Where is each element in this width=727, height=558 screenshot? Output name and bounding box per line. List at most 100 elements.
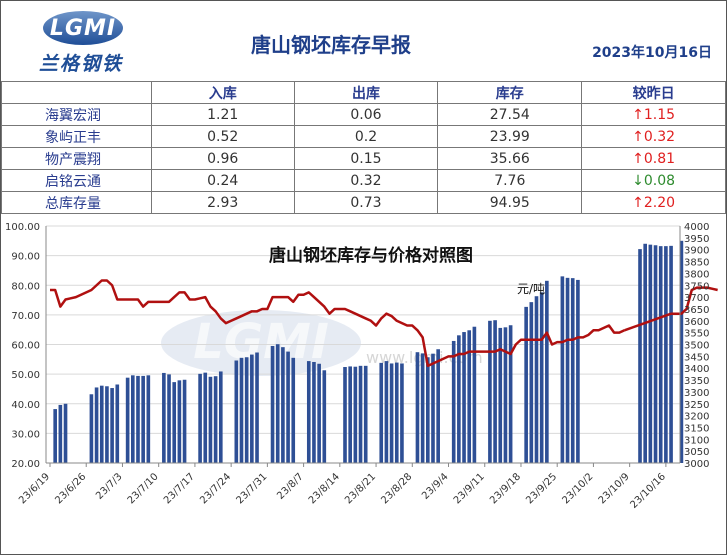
inventory-bar <box>203 372 208 463</box>
watermark-logo-text: LGMI <box>193 314 329 370</box>
x-tick-label: 23/8/7 <box>275 471 306 502</box>
y-right-tick-label: 3000 <box>684 459 709 470</box>
x-tick-label: 23/9/11 <box>452 471 487 506</box>
inventory-bar <box>105 386 109 463</box>
inventory-bar <box>565 277 570 463</box>
y-right-tick-label: 3150 <box>684 423 709 434</box>
inventory-bar <box>379 362 384 463</box>
inventory-bar <box>389 363 394 463</box>
stock-value: 23.99 <box>437 125 583 148</box>
inventory-bar <box>218 371 223 463</box>
inventory-bar <box>281 347 285 463</box>
stock-value: 7.76 <box>437 169 583 192</box>
warehouse-name: 海翼宏润 <box>1 103 152 126</box>
in-value: 0.96 <box>150 147 295 170</box>
header-cell-name <box>1 81 152 104</box>
inventory-bar <box>457 335 461 463</box>
arrow-up-icon: ↑ <box>632 128 644 145</box>
inventory-bar <box>570 278 575 463</box>
inventory-bar <box>384 361 389 463</box>
stock-value: 94.95 <box>437 191 583 214</box>
inventory-bar <box>125 377 130 463</box>
inventory-bar <box>89 394 94 463</box>
inventory-bar <box>172 382 177 463</box>
y-left-tick-label: 60.00 <box>11 341 40 352</box>
inventory-bar <box>162 372 166 463</box>
table-row: 象屿正丰 0.52 0.2 23.99 ↑0.32 <box>1 125 726 148</box>
inventory-bar <box>146 375 151 463</box>
in-value: 0.52 <box>150 125 295 148</box>
y-left-tick-label: 100.00 <box>5 222 40 233</box>
y-right-tick-label: 3700 <box>684 293 709 304</box>
inventory-bar <box>679 240 684 463</box>
table-header-row: 入库 出库 库存 较昨日 <box>1 81 726 104</box>
inventory-bar <box>545 280 549 463</box>
inventory-bar <box>643 243 647 463</box>
in-value: 0.24 <box>150 169 295 192</box>
inventory-bar <box>467 330 472 463</box>
x-tick-label: 23/7/10 <box>126 471 161 506</box>
x-tick-label: 23/6/19 <box>17 471 52 506</box>
out-value: 0.73 <box>293 191 439 214</box>
inventory-bar <box>560 276 565 463</box>
header-cell-stock: 库存 <box>437 81 583 104</box>
y-right-tick-label: 3800 <box>684 269 709 280</box>
x-tick-label: 23/9/4 <box>420 471 451 502</box>
inventory-bar <box>291 357 296 463</box>
inventory-bar <box>363 365 368 463</box>
inventory-bar <box>653 245 658 463</box>
inventory-bar <box>426 357 430 463</box>
inventory-bars <box>53 240 684 463</box>
inventory-bar <box>658 246 663 463</box>
y-left-tick-label: 30.00 <box>11 429 40 440</box>
inventory-price-chart: LGMI www.lgmi.com 20.0030.0040.0050.0060… <box>1 213 726 554</box>
price-line-gap <box>624 312 672 332</box>
y-right-tick-label: 3050 <box>684 447 709 458</box>
inventory-bar <box>431 353 435 463</box>
inventory-bar <box>353 366 358 463</box>
arrow-down-icon: ↓ <box>632 172 644 189</box>
y-right-tick-label: 3900 <box>684 246 709 257</box>
y-right-tick-label: 3600 <box>684 317 709 328</box>
logo-mark: LGMI <box>43 11 123 45</box>
in-value: 1.21 <box>150 103 295 126</box>
stock-value: 27.54 <box>437 103 583 126</box>
inventory-bar <box>94 387 99 463</box>
price-line-segment <box>50 279 626 368</box>
table-row: 总库存量 2.93 0.73 94.95 ↑2.20 <box>1 191 726 214</box>
inventory-bar <box>275 344 280 463</box>
inventory-bar <box>420 353 425 463</box>
y-right-tick-label: 3300 <box>684 388 709 399</box>
arrow-up-icon: ↑ <box>632 106 644 123</box>
table-row: 海翼宏润 1.21 0.06 27.54 ↑1.15 <box>1 103 726 126</box>
inventory-bar <box>63 403 68 463</box>
x-tick-label: 23/8/21 <box>343 471 378 506</box>
inventory-bar <box>472 326 477 463</box>
inventory-bar <box>503 327 508 463</box>
inventory-bar <box>400 363 404 463</box>
inventory-bar <box>529 302 534 463</box>
y-left-tick-label: 80.00 <box>11 281 40 292</box>
inventory-bar <box>648 244 653 463</box>
change-number: 2.20 <box>643 194 676 211</box>
y-left-tick-label: 20.00 <box>11 459 40 470</box>
stock-value: 35.66 <box>437 147 583 170</box>
x-tick-label: 23/8/28 <box>379 471 414 506</box>
x-tick-label: 23/7/17 <box>162 471 197 506</box>
unit-annotation: 元/吨 <box>517 282 545 296</box>
report-header: LGMI 兰格钢铁 唐山钢坯库存早报 2023年10月16日 <box>1 1 726 82</box>
inventory-bar <box>58 404 63 463</box>
inventory-table: 入库 出库 库存 较昨日 海翼宏润 1.21 0.06 27.54 ↑1.15 … <box>1 81 726 214</box>
header-cell-in: 入库 <box>150 81 295 104</box>
inventory-bar <box>539 292 544 463</box>
y-right-tick-label: 3400 <box>684 364 709 375</box>
inventory-bar <box>415 352 420 463</box>
inventory-bar <box>244 357 249 463</box>
x-tick-label: 23/8/14 <box>307 471 342 506</box>
inventory-bar <box>462 332 466 463</box>
y-left-tick-label: 90.00 <box>11 252 40 263</box>
in-value: 2.93 <box>150 191 295 214</box>
inventory-bar <box>312 361 316 463</box>
price-line-segment <box>671 286 718 315</box>
x-tick-label: 23/9/18 <box>488 471 523 506</box>
